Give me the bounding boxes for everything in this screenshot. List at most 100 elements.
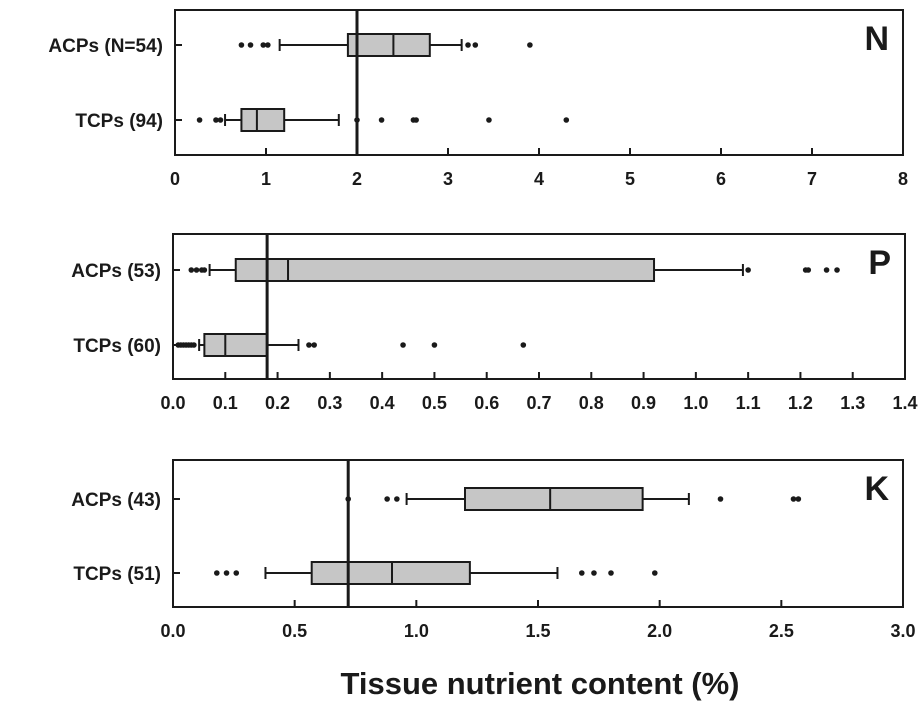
outlier-point [201, 267, 208, 273]
category-label: TCPs (94) [75, 111, 163, 132]
box-acps [188, 258, 840, 282]
outlier-point [563, 117, 570, 123]
x-tick-label: 0.7 [526, 393, 551, 413]
iqr-box [310, 561, 471, 585]
x-tick-label: 7 [807, 169, 817, 189]
category-label: ACPs (N=54) [48, 36, 163, 57]
outlier-point [486, 117, 492, 123]
box-acps [345, 487, 802, 511]
outlier-point [795, 496, 802, 502]
x-tick-label: 1.0 [683, 393, 708, 413]
plot-frame [172, 233, 906, 380]
x-tick-label: 3 [443, 169, 453, 189]
box-tcps [196, 108, 570, 132]
x-tick-label: 0.0 [160, 393, 185, 413]
category-label: ACPs (53) [71, 261, 161, 282]
iqr-box [346, 33, 431, 57]
panel-p: 0.0 0.1 0.2 0.3 0.4 0.5 0.6 0.7 0.8 0.9 1.0 1.1 1.2 1… [71, 233, 918, 413]
x-tick-label: 2.0 [647, 621, 672, 641]
outlier-point [238, 42, 245, 48]
box-tcps [214, 561, 658, 585]
x-tick-label: 1 [261, 169, 271, 189]
outlier-point [265, 42, 271, 48]
x-tick-label: 0.4 [370, 393, 395, 413]
x-tick-label: 1.0 [404, 621, 429, 641]
outlier-point [608, 570, 614, 576]
panel-label: P [868, 244, 891, 282]
x-tick-label: 0 [170, 169, 180, 189]
outlier-point [384, 496, 390, 502]
outlier-point [217, 117, 224, 123]
x-tick-label: 1.3 [840, 393, 865, 413]
outlier-point [394, 496, 400, 502]
outlier-point [191, 342, 197, 348]
outlier-point [193, 267, 200, 273]
panel-label: K [864, 470, 889, 508]
iqr-box [203, 333, 269, 357]
x-tick-label: 0.0 [160, 621, 185, 641]
box-tcps [175, 333, 527, 357]
panel-n: 0 1 2 3 4 5 6 7 8 ACPs (N=54) TCPs (94) N [48, 9, 908, 189]
x-tick-label: 0.1 [213, 393, 238, 413]
x-tick-label: 5 [625, 169, 635, 189]
iqr-box [464, 487, 644, 511]
plot-frame [172, 459, 904, 608]
box-acps [238, 33, 533, 57]
x-tick-label: 1.5 [525, 621, 550, 641]
outlier-point [790, 496, 797, 502]
outlier-point [823, 267, 830, 273]
outlier-point [378, 117, 385, 123]
category-label: TCPs (60) [73, 336, 161, 357]
outlier-point [188, 267, 195, 273]
outlier-point [233, 570, 240, 576]
outlier-point [400, 342, 406, 348]
plot-frame [174, 9, 904, 156]
outlier-point [745, 267, 751, 273]
outlier-point [717, 496, 724, 502]
outlier-point [431, 342, 438, 348]
outlier-point [527, 42, 533, 48]
outlier-point [591, 570, 597, 576]
category-label: TCPs (51) [73, 564, 161, 585]
category-label: ACPs (43) [71, 490, 161, 511]
x-tick-label: 2.5 [769, 621, 794, 641]
panel-k: 0.0 0.5 1.0 1.5 2.0 2.5 3.0 ACPs (43) TCPs (51) K [71, 459, 916, 641]
x-tick-label: 0.8 [579, 393, 604, 413]
outlier-point [579, 570, 585, 576]
x-tick-label: 2 [352, 169, 362, 189]
x-tick-label: 0.5 [282, 621, 307, 641]
outlier-point [472, 42, 479, 48]
outlier-point [413, 117, 419, 123]
iqr-box [240, 108, 286, 132]
x-tick-label: 1.4 [892, 393, 917, 413]
x-tick-label: 0.9 [631, 393, 656, 413]
outlier-point [520, 342, 527, 348]
outlier-point [260, 42, 267, 48]
outlier-point [196, 117, 203, 123]
x-tick-label: 1.2 [788, 393, 813, 413]
x-tick-label: 0.5 [422, 393, 447, 413]
x-tick-label: 1.1 [736, 393, 761, 413]
x-tick-label: 0.6 [474, 393, 499, 413]
outlier-point [213, 117, 219, 123]
x-tick-label: 6 [716, 169, 726, 189]
panel-label: N [864, 20, 889, 58]
x-tick-label: 0.3 [317, 393, 342, 413]
x-tick-label: 4 [534, 169, 544, 189]
x-tick-label: 8 [898, 169, 908, 189]
iqr-box [234, 258, 656, 282]
outlier-point [311, 342, 317, 348]
outlier-point [652, 570, 658, 576]
outlier-point [223, 570, 230, 576]
x-axis-title: Tissue nutrient content (%) [340, 666, 739, 701]
outlier-point [247, 42, 254, 48]
outlier-point [805, 267, 812, 273]
x-tick-label: 0.2 [265, 393, 290, 413]
outlier-point [465, 42, 471, 48]
outlier-point [834, 267, 840, 273]
outlier-point [306, 342, 312, 348]
x-tick-label: 3.0 [890, 621, 915, 641]
outlier-point [214, 570, 220, 576]
